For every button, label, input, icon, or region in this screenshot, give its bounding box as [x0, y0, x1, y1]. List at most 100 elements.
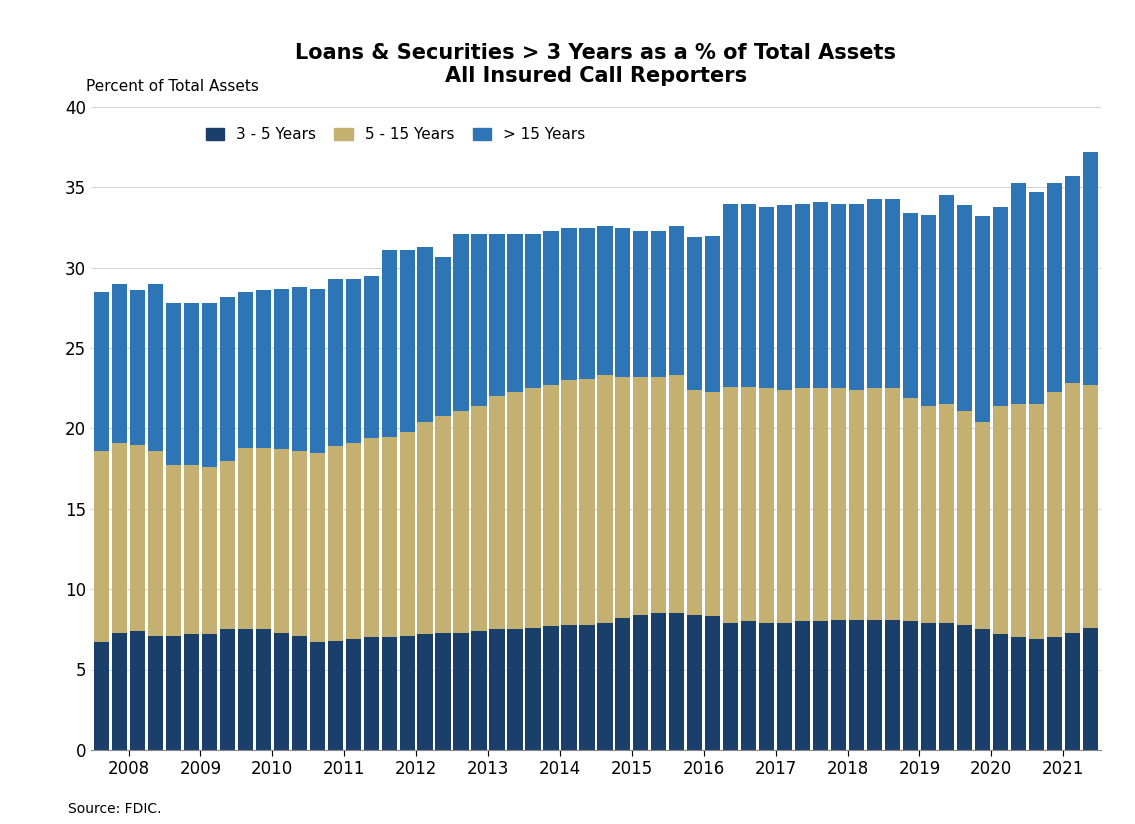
Bar — [1010, 638, 1026, 750]
Bar — [723, 204, 739, 386]
Bar — [777, 623, 792, 750]
Bar — [902, 621, 918, 750]
Bar — [166, 466, 182, 636]
Bar — [345, 279, 361, 443]
Bar — [1083, 385, 1098, 628]
Bar — [328, 640, 343, 750]
Bar — [237, 292, 253, 447]
Bar — [615, 377, 630, 618]
Bar — [400, 250, 414, 432]
Bar — [112, 443, 127, 633]
Bar — [939, 195, 955, 405]
Bar — [957, 205, 972, 411]
Bar — [741, 386, 756, 621]
Bar — [112, 633, 127, 750]
Bar — [129, 445, 145, 631]
Bar — [615, 227, 630, 377]
Bar — [471, 234, 487, 406]
Bar — [813, 202, 829, 388]
Bar — [794, 621, 810, 750]
Bar — [975, 217, 990, 422]
Bar — [328, 446, 343, 640]
Bar — [310, 642, 325, 750]
Bar — [670, 226, 684, 376]
Bar — [920, 623, 936, 750]
Bar — [292, 451, 306, 636]
Bar — [400, 636, 414, 750]
Bar — [993, 207, 1008, 406]
Bar — [526, 234, 540, 388]
Bar — [489, 234, 505, 396]
Bar — [112, 283, 127, 443]
Bar — [939, 623, 955, 750]
Bar — [975, 422, 990, 630]
Bar — [274, 449, 289, 633]
Bar — [436, 415, 451, 633]
Bar — [741, 204, 756, 386]
Bar — [759, 388, 774, 623]
Bar — [597, 623, 613, 750]
Bar — [292, 287, 306, 451]
Bar — [166, 303, 182, 466]
Bar — [94, 642, 109, 750]
Bar — [1083, 152, 1098, 385]
Bar — [237, 630, 253, 750]
Text: Source: FDIC.: Source: FDIC. — [68, 802, 161, 816]
Bar — [1046, 183, 1062, 391]
Bar — [129, 290, 145, 445]
Bar — [1010, 405, 1026, 638]
Bar — [794, 204, 810, 388]
Bar — [381, 638, 397, 750]
Bar — [670, 376, 684, 613]
Bar — [723, 386, 739, 623]
Bar — [885, 199, 900, 388]
Bar — [579, 625, 595, 750]
Bar — [489, 630, 505, 750]
Bar — [526, 388, 540, 628]
Bar — [759, 623, 774, 750]
Legend: 3 - 5 Years, 5 - 15 Years, > 15 Years: 3 - 5 Years, 5 - 15 Years, > 15 Years — [200, 121, 591, 148]
Bar — [436, 256, 451, 415]
Bar — [544, 626, 558, 750]
Bar — [507, 234, 522, 391]
Bar — [1065, 176, 1079, 383]
Bar — [202, 467, 217, 634]
Bar — [849, 390, 864, 620]
Bar — [166, 636, 182, 750]
Bar — [526, 628, 540, 750]
Bar — [1028, 192, 1044, 405]
Bar — [1046, 638, 1062, 750]
Bar — [993, 406, 1008, 634]
Title: Loans & Securities > 3 Years as a % of Total Assets
All Insured Call Reporters: Loans & Securities > 3 Years as a % of T… — [295, 43, 897, 87]
Bar — [562, 381, 577, 625]
Bar — [849, 620, 864, 750]
Bar — [723, 623, 739, 750]
Bar — [363, 638, 379, 750]
Bar — [363, 438, 379, 638]
Bar — [310, 452, 325, 642]
Bar — [777, 205, 792, 390]
Bar — [94, 292, 109, 451]
Bar — [831, 204, 847, 388]
Bar — [220, 630, 235, 750]
Bar — [184, 303, 199, 466]
Bar — [381, 437, 397, 638]
Bar — [687, 237, 703, 390]
Bar — [418, 422, 432, 634]
Bar — [544, 385, 558, 626]
Bar — [813, 388, 829, 621]
Bar — [1065, 633, 1079, 750]
Bar — [902, 213, 918, 398]
Bar — [1083, 628, 1098, 750]
Bar — [345, 639, 361, 750]
Bar — [418, 634, 432, 750]
Bar — [292, 636, 306, 750]
Bar — [363, 276, 379, 438]
Bar — [436, 633, 451, 750]
Bar — [453, 234, 469, 411]
Bar — [939, 405, 955, 623]
Bar — [633, 231, 648, 377]
Bar — [705, 236, 721, 391]
Bar — [794, 388, 810, 621]
Bar — [579, 379, 595, 625]
